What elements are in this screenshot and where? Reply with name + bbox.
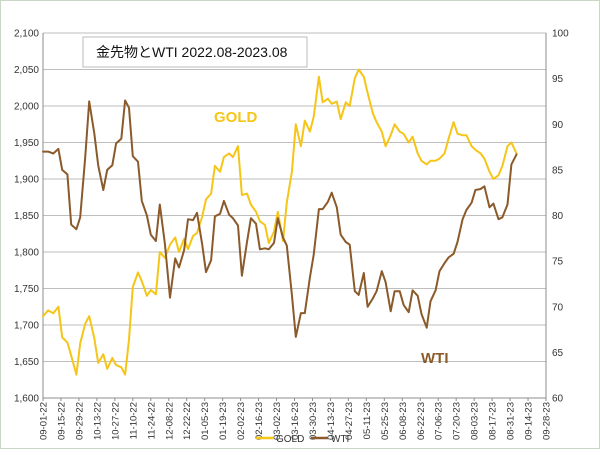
x-tick-label: 05-11-23 — [362, 402, 373, 439]
gold-inline-label: GOLD — [214, 109, 257, 126]
x-tick-label: 11-10-22 — [128, 402, 139, 439]
x-tick-label: 01-19-23 — [218, 402, 229, 440]
y-left-tick-label: 1,800 — [14, 248, 39, 259]
x-tick-label: 08-31-23 — [506, 402, 517, 440]
x-tick-label: 07-20-23 — [452, 402, 463, 440]
x-tick-label: 07-06-23 — [434, 402, 445, 440]
x-tick-label: 03-16-23 — [290, 402, 301, 440]
y-right-tick-label: 100 — [552, 29, 569, 40]
y-left-tick-label: 2,100 — [14, 29, 39, 40]
y-left-tick-label: 1,750 — [14, 284, 39, 295]
x-tick-label: 01-05-23 — [200, 402, 211, 440]
y-right-tick-label: 95 — [552, 74, 564, 85]
y-right-tick-label: 65 — [552, 348, 564, 359]
axes: 1,600 1,650 1,700 1,750 1,800 1,850 1,900 1,950… — [14, 29, 569, 441]
x-tick-label: 10-13-22 — [92, 402, 103, 440]
series-lines — [42, 68, 518, 376]
x-tick-label: 02-02-23 — [236, 402, 247, 440]
x-tick-label: 08-17-23 — [488, 402, 499, 440]
y-left-tick-label: 1,900 — [14, 175, 39, 186]
chart-title: 金先物とWTI 2022.08-2023.08 — [96, 44, 288, 60]
x-tick-label: 09-01-22 — [39, 402, 50, 440]
y-right-tick-label: 75 — [552, 257, 564, 268]
title-box: 金先物とWTI 2022.08-2023.08 — [82, 36, 308, 68]
grid — [43, 32, 546, 399]
y-right-tick-label: 85 — [552, 165, 564, 176]
y-left-tick-label: 1,700 — [14, 321, 39, 332]
y-right-tick-label: 80 — [552, 211, 564, 222]
y-right-tick-label: 70 — [552, 302, 564, 313]
y-right-tick-label: 60 — [552, 394, 564, 405]
y-left-tick-label: 2,050 — [14, 65, 39, 76]
x-tick-label: 09-29-22 — [74, 402, 85, 440]
x-tick-label: 11-24-22 — [146, 402, 157, 439]
y-left-tick-label: 1,950 — [14, 138, 39, 149]
legend-item-gold: GOLD — [256, 434, 304, 445]
x-tick-label: 09-15-22 — [56, 402, 67, 440]
x-tick-label: 05-25-23 — [380, 402, 391, 440]
x-tick-label: 09-28-23 — [542, 402, 553, 440]
x-tick-label: 12-22-22 — [182, 402, 193, 440]
x-tick-label: 06-08-23 — [398, 402, 409, 440]
y-left-tick-label: 1,850 — [14, 211, 39, 222]
x-tick-label: 04-27-23 — [344, 402, 355, 440]
x-tick-label: 02-16-23 — [254, 402, 265, 440]
y-right-tick-label: 90 — [552, 120, 564, 131]
series-line-wti — [42, 99, 518, 338]
legend-label-gold: GOLD — [276, 434, 304, 445]
y-left-tick-label: 1,600 — [14, 394, 39, 405]
legend: GOLD WTI — [256, 434, 349, 445]
y-left-tick-label: 2,000 — [14, 102, 39, 113]
y-left-tick-label: 1,650 — [14, 357, 39, 368]
x-tick-label: 03-02-23 — [272, 402, 283, 440]
x-tick-label: 08-03-23 — [470, 402, 481, 440]
x-tick-label: 06-22-23 — [416, 402, 427, 440]
x-tick-label: 03-30-23 — [308, 402, 319, 440]
x-tick-label: 09-14-23 — [524, 402, 535, 440]
wti-inline-label: WTI — [421, 350, 449, 367]
legend-label-wti: WTI — [331, 434, 349, 445]
x-tick-label: 04-13-23 — [326, 402, 337, 440]
legend-item-wti: WTI — [311, 434, 349, 445]
x-tick-label: 12-08-22 — [164, 402, 175, 440]
x-tick-label: 10-27-22 — [110, 402, 121, 440]
